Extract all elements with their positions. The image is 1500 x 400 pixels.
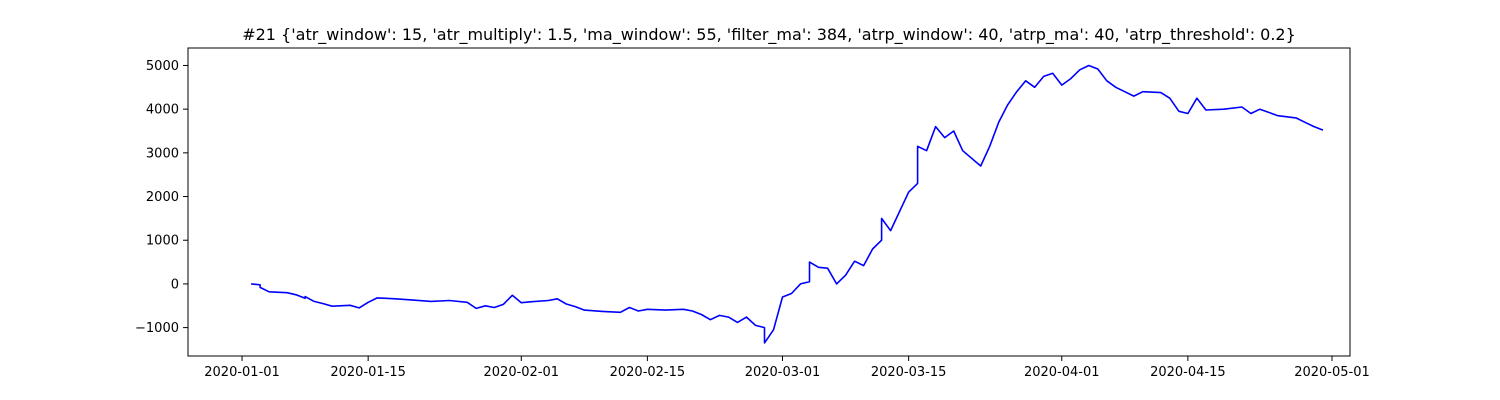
series-layer (251, 64, 1324, 344)
y-tick-label: 4000 (146, 103, 179, 118)
x-tick-label: 2020-04-01 (1024, 365, 1100, 380)
x-tick-label: 2020-02-01 (484, 365, 560, 380)
plot-area (187, 47, 1351, 357)
y-tick-label: 3000 (146, 146, 179, 161)
x-tick-label: 2020-05-01 (1294, 365, 1370, 380)
x-tick-label: 2020-03-01 (745, 365, 821, 380)
x-tick-label: 2020-01-15 (330, 365, 406, 380)
x-axis: 2020-01-01 2020-01-15 2020-02-01 2020-02-15… (204, 356, 1370, 380)
chart-title: #21 {'atr_window': 15, 'atr_multiply': 1… (242, 25, 1296, 45)
y-tick-label: 5000 (146, 59, 179, 74)
y-tick-label: −1000 (135, 321, 179, 336)
x-tick-label: 2020-01-01 (204, 365, 280, 380)
y-tick-label: 0 (171, 277, 179, 292)
x-tick-label: 2020-02-15 (610, 365, 686, 380)
y-tick-label: 1000 (146, 234, 179, 249)
y-axis: −1000 0 1000 2000 3000 4000 5000 (135, 59, 188, 336)
series-line (251, 64, 1324, 344)
y-tick-label: 2000 (146, 190, 179, 205)
x-tick-label: 2020-03-15 (871, 365, 947, 380)
x-tick-label: 2020-04-15 (1150, 365, 1226, 380)
